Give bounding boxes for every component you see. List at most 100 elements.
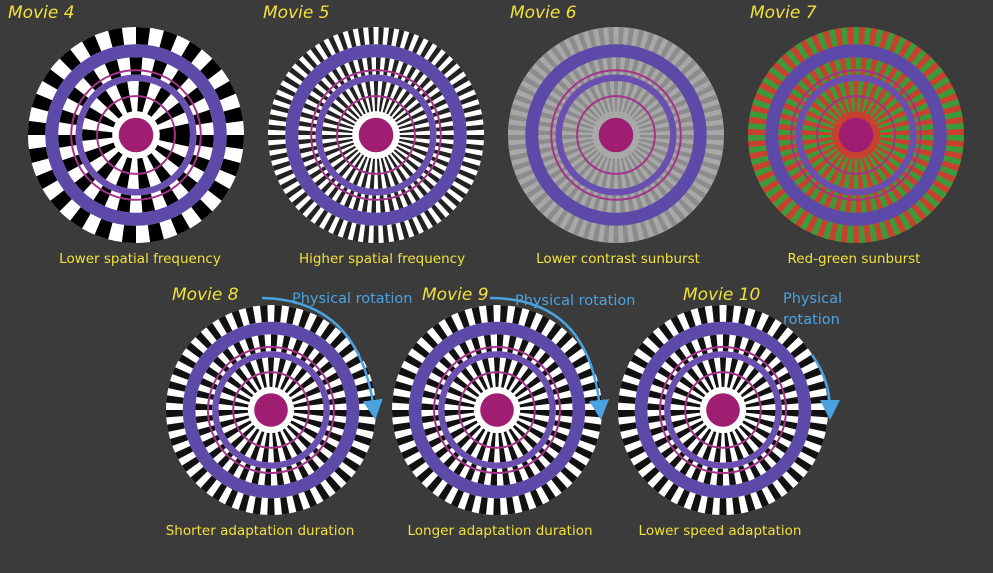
- spoke: [291, 338, 303, 357]
- spoke: [191, 199, 213, 221]
- spoke: [941, 98, 960, 110]
- spoke: [787, 163, 806, 178]
- spoke: [393, 422, 411, 432]
- center-disc: [838, 117, 874, 153]
- spoke: [627, 445, 646, 460]
- spoke: [314, 209, 329, 227]
- spoke: [665, 356, 682, 373]
- spoke: [772, 192, 790, 209]
- sunburst: [268, 27, 484, 244]
- spoke: [556, 331, 573, 349]
- spoke: [312, 447, 329, 464]
- spoke: [893, 36, 907, 55]
- spoke: [550, 430, 569, 442]
- spoke: [84, 142, 116, 163]
- spoke: [550, 46, 565, 63]
- spoke: [396, 434, 415, 446]
- center-disc: [598, 117, 634, 153]
- spoke: [423, 209, 438, 227]
- spoke: [680, 59, 697, 75]
- spoke: [771, 439, 789, 454]
- spoke: [559, 40, 572, 58]
- spoke: [392, 410, 410, 418]
- spoke: [170, 213, 190, 235]
- panel-caption: Lower spatial frequency: [59, 251, 221, 267]
- spoke: [181, 41, 202, 64]
- spoke: [239, 463, 251, 482]
- spoke: [619, 422, 637, 432]
- spoke: [407, 456, 426, 472]
- spoke: [272, 160, 291, 171]
- spoke: [512, 306, 523, 325]
- purple-band: [182, 321, 360, 499]
- spoke: [705, 114, 723, 122]
- spoke: [214, 81, 236, 101]
- spoke: [478, 496, 488, 515]
- spoke: [622, 225, 630, 243]
- spoke: [434, 52, 450, 69]
- spoke: [412, 35, 424, 54]
- spoke: [342, 456, 361, 472]
- spoke: [765, 184, 783, 199]
- spoke: [96, 151, 123, 180]
- spoke: [863, 27, 872, 46]
- spoke: [421, 331, 438, 349]
- spoke: [267, 498, 275, 516]
- spoke: [772, 322, 788, 341]
- spoke: [260, 305, 268, 323]
- spoke: [535, 315, 550, 334]
- spoke: [683, 191, 701, 207]
- spoke: [704, 496, 714, 515]
- spoke: [506, 496, 516, 515]
- spoke: [416, 214, 429, 232]
- spoke: [674, 348, 690, 365]
- spoke: [280, 496, 290, 515]
- spoke: [705, 143, 724, 151]
- sunburst: [748, 26, 964, 243]
- spoke: [726, 305, 734, 323]
- spoke: [648, 218, 660, 236]
- spoke: [70, 206, 91, 229]
- spoke: [302, 52, 318, 69]
- spoke: [683, 310, 696, 329]
- spoke: [224, 489, 238, 508]
- spoke: [160, 185, 179, 207]
- purple-ring: [664, 351, 782, 469]
- spoke: [618, 395, 636, 404]
- spoke: [213, 356, 230, 373]
- spoke: [663, 209, 678, 227]
- spoke: [937, 87, 956, 100]
- spoke: [608, 27, 614, 45]
- spoke: [840, 27, 849, 46]
- spoke: [50, 190, 72, 212]
- spoke: [633, 456, 652, 472]
- spoke: [205, 366, 223, 381]
- spoke: [150, 59, 168, 80]
- magenta-ring: [310, 69, 442, 201]
- spoke: [706, 135, 724, 141]
- spoke: [764, 447, 781, 464]
- spoke: [795, 42, 810, 61]
- spoke: [738, 306, 749, 325]
- spoke: [465, 114, 483, 122]
- spoke: [209, 443, 226, 459]
- sunburst: [27, 26, 244, 243]
- spoke: [517, 338, 529, 357]
- spoke: [929, 184, 947, 199]
- spoke: [747, 460, 761, 479]
- spoke: [298, 310, 311, 329]
- spoke: [879, 221, 890, 240]
- spoke: [207, 180, 230, 201]
- magenta-ring: [433, 346, 561, 474]
- spoke: [439, 356, 456, 373]
- spoke: [84, 107, 116, 128]
- spoke: [759, 175, 778, 189]
- spoke: [657, 366, 675, 381]
- spoke: [212, 483, 227, 501]
- spoke: [353, 434, 372, 446]
- spoke: [320, 322, 336, 341]
- spoke: [618, 410, 636, 418]
- spoke: [448, 348, 464, 365]
- spoke: [660, 40, 673, 58]
- spoke: [674, 52, 690, 69]
